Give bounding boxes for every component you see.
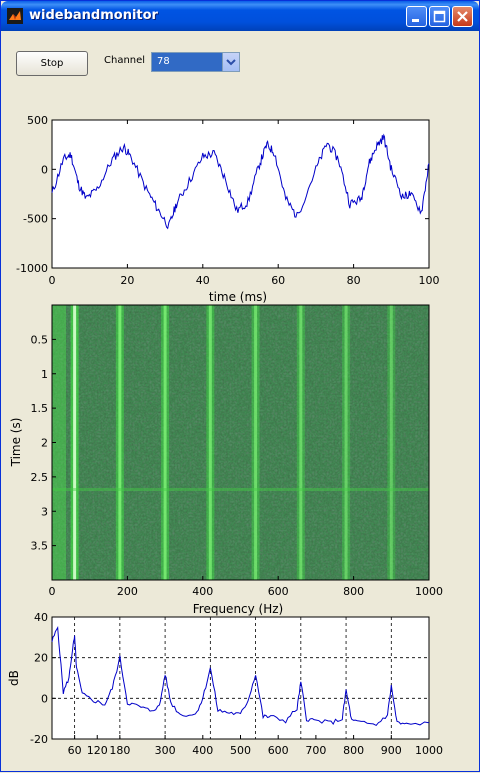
spectrogram-event-band — [52, 488, 429, 491]
chevron-down-icon — [226, 59, 236, 66]
spectrum-axes — [51, 616, 430, 740]
spectrum-xtick-label: 900 — [381, 744, 402, 757]
spectrum-xtick-label: 700 — [305, 744, 326, 757]
matlab-icon — [7, 8, 23, 24]
spec-xtick-label: 0 — [49, 585, 56, 598]
spectrum-xtick-label: 1000 — [415, 744, 443, 757]
time-xtick-label: 0 — [49, 274, 56, 287]
harmonic-band — [387, 305, 396, 580]
spectrogram-texture — [52, 305, 429, 580]
dropdown-button[interactable] — [222, 53, 239, 71]
spectrogram-ylabel: Time (s) — [9, 418, 23, 468]
spec-xtick-label: 1000 — [415, 585, 443, 598]
spec-ytick-label: 2 — [41, 437, 48, 450]
spectrogram-xlabel: Frequency (Hz) — [193, 602, 284, 616]
spectrum-ytick-label: 40 — [34, 611, 48, 624]
time-xtick-label: 20 — [120, 274, 134, 287]
time-ytick-label: -1000 — [16, 262, 48, 275]
spec-ytick-label: 0.5 — [31, 333, 49, 346]
spec-ytick-label: 3.5 — [31, 540, 49, 553]
time-ytick-label: -500 — [23, 213, 48, 226]
time-xtick-label: 80 — [347, 274, 361, 287]
spec-ytick-label: 3 — [41, 505, 48, 518]
time-plot: 500 0 -500 -1000 0 20 40 60 80 100 time (ms) — [16, 114, 439, 304]
harmonic-line — [254, 305, 258, 580]
channel-value: 78 — [157, 56, 170, 67]
spectrum-xtick-label: 800 — [343, 744, 364, 757]
spectrum-xtick-label: 60 — [68, 744, 82, 757]
harmonic-line — [208, 305, 212, 580]
time-xtick-label: 40 — [196, 274, 210, 287]
time-xtick-label: 100 — [419, 274, 440, 287]
minimize-icon — [412, 19, 419, 22]
spectrum-xtick-label: 300 — [155, 744, 176, 757]
time-ytick-label: 500 — [27, 114, 48, 127]
close-icon — [457, 11, 468, 22]
spectrum-ytick-label: 0 — [41, 692, 48, 705]
spectrum-xtick-label: 120 — [87, 744, 108, 757]
harmonic-line — [299, 305, 303, 580]
harmonic-line — [73, 305, 77, 580]
window-title: widebandmonitor — [29, 8, 158, 23]
close-button[interactable] — [452, 6, 473, 27]
harmonic-line — [389, 305, 393, 580]
spec-xtick-label: 400 — [192, 585, 213, 598]
time-xtick-label: 60 — [271, 274, 285, 287]
spectrum-xtick-label: 180 — [109, 744, 130, 757]
harmonic-band — [342, 305, 351, 580]
time-plot-axes — [51, 119, 430, 269]
spectrum-trace-line — [51, 626, 430, 727]
spectrum-ylabel: dB — [7, 670, 21, 686]
channel-label: Channel — [104, 55, 146, 66]
spectrum-xtick-label: 600 — [268, 744, 289, 757]
title-bar[interactable]: widebandmonitor — [1, 1, 479, 31]
time-ytick-label: 0 — [41, 163, 48, 176]
spec-xtick-label: 200 — [117, 585, 138, 598]
harmonic-line — [163, 305, 167, 580]
spec-xtick-label: 600 — [268, 585, 289, 598]
spectrum-xtick-label: 500 — [230, 744, 251, 757]
spectrum-xtick-label: 400 — [192, 744, 213, 757]
spectrum-ytick-label: 20 — [34, 652, 48, 665]
time-trace-line — [51, 133, 430, 230]
stop-button[interactable]: Stop — [16, 51, 88, 76]
spec-ytick-label: 2.5 — [31, 471, 49, 484]
spec-ytick-label: 1 — [41, 368, 48, 381]
harmonic-line — [118, 305, 122, 580]
channel-select[interactable]: 78 — [151, 52, 240, 72]
minimize-button[interactable] — [406, 6, 427, 27]
harmonic-line — [344, 305, 348, 580]
spec-xtick-label: 800 — [343, 585, 364, 598]
spectrogram-plot: 0.5 1 1.5 2 2.5 3 3.5 0 200 400 600 800 1000 Freque… — [9, 304, 443, 616]
maximize-button[interactable] — [429, 6, 450, 27]
spec-ytick-label: 1.5 — [31, 402, 49, 415]
time-xlabel: time (ms) — [209, 290, 267, 304]
spectrum-plot: 40 20 0 -20 60 120 180 300 400 500 600 700 800 900 10… — [7, 611, 443, 757]
spectrum-ytick-label: -20 — [30, 733, 48, 746]
maximize-icon — [433, 10, 446, 23]
